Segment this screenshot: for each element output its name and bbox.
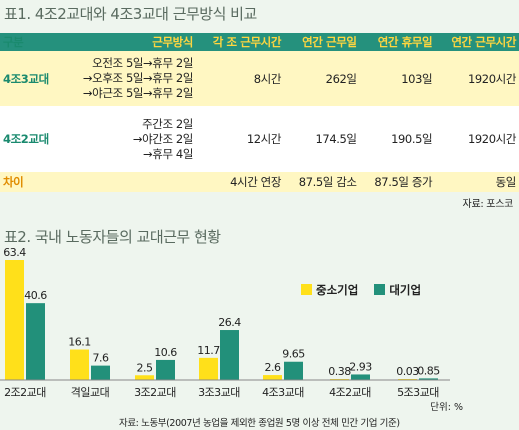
legend-item-large: 대기업 xyxy=(374,283,421,297)
row-method: 주간조 2일 →야간조 2일 →휴무 4일 xyxy=(58,106,196,172)
category-label: 4조3교대 xyxy=(262,386,304,399)
row-off-days: 103일 xyxy=(401,71,433,86)
data-label: 11.7 xyxy=(197,344,220,357)
data-label: 0.38 xyxy=(328,365,351,378)
header-annual-hours: 연간 근무시간 xyxy=(451,35,516,49)
bar-sme xyxy=(199,357,218,380)
row-off-days: 87.5일 증가 xyxy=(374,175,433,189)
bar-sme xyxy=(70,349,89,380)
data-label: 2.6 xyxy=(265,361,281,374)
row-hours: 12시간 xyxy=(246,132,282,146)
table-row: 4조2교대 주간조 2일 →야간조 2일 →휴무 4일 12시간 174.5일 … xyxy=(0,106,519,172)
data-label: 10.6 xyxy=(154,346,177,359)
header-category: 구분 xyxy=(3,35,24,49)
method-line: →야간조 2일 xyxy=(132,131,194,146)
bar-large xyxy=(351,374,370,380)
data-label: 9.65 xyxy=(282,348,305,361)
data-label: 63.4 xyxy=(3,246,26,259)
category-label: 3조3교대 xyxy=(198,386,240,399)
data-label: 2.93 xyxy=(349,360,372,373)
table-header-row: 구분 근무방식 각 조 근무시간 연간 근무일 연간 휴무일 연간 근무시간 xyxy=(0,33,519,51)
data-label: 0.85 xyxy=(417,364,440,377)
method-line: 오전조 5일→휴무 2일 xyxy=(92,56,193,70)
table1-source: 자료: 포스코 xyxy=(462,199,514,210)
category-label: 5조3교대 xyxy=(397,386,439,399)
row-annual-hours: 1920시간 xyxy=(467,71,516,86)
row-hours: 4시간 연장 xyxy=(230,175,282,189)
chart-title: 표2. 국내 노동자들의 교대근무 현황 xyxy=(4,228,221,246)
bar-large xyxy=(220,330,239,380)
method-line: →휴무 4일 xyxy=(143,146,193,161)
row-work-days: 262일 xyxy=(325,71,357,86)
header-off-days: 연간 휴무일 xyxy=(377,35,433,49)
bar-sme xyxy=(263,375,282,380)
data-label: 26.4 xyxy=(218,316,241,329)
row-off-days: 190.5일 xyxy=(391,132,433,146)
legend: 중소기업 대기업 xyxy=(301,282,433,298)
unit-label: 단위: % xyxy=(430,402,463,413)
comparison-table: 구분 근무방식 각 조 근무시간 연간 근무일 연간 휴무일 연간 근무시간 4… xyxy=(0,33,519,192)
header-work-days: 연간 근무일 xyxy=(302,35,357,49)
row-annual-hours: 동일 xyxy=(495,175,517,189)
legend-item-sme: 중소기업 xyxy=(301,283,358,297)
table1-title: 표1. 4조2교대와 4조3교대 근무방식 비교 xyxy=(4,5,257,23)
row-work-days: 87.5일 감소 xyxy=(298,175,357,189)
bar-large xyxy=(91,365,110,380)
row-hours: 8시간 xyxy=(253,71,282,86)
category-label: 격일교대 xyxy=(71,385,109,399)
category-label: 4조2교대 xyxy=(329,386,371,399)
data-label: 40.6 xyxy=(24,289,47,302)
bar-large xyxy=(419,378,438,380)
data-label: 0.03 xyxy=(396,365,419,378)
row-method: 오전조 5일→휴무 2일 →오후조 5일→휴무 2일 →야근조 5일→휴무 2일 xyxy=(58,51,196,106)
category-label: 2조2교대 xyxy=(4,386,46,399)
data-label: 7.6 xyxy=(93,352,109,365)
legend-swatch-large xyxy=(374,284,386,295)
data-label: 16.1 xyxy=(68,336,91,349)
bar-sme xyxy=(5,260,24,380)
row-label: 4조3교대 xyxy=(3,71,49,86)
data-label: 2.5 xyxy=(137,361,153,374)
table-row: 4조3교대 오전조 5일→휴무 2일 →오후조 5일→휴무 2일 →야근조 5일… xyxy=(0,51,519,106)
chart-source: 자료: 노동부(2007년 농업을 제외한 종업원 5명 이상 전체 민간 기업… xyxy=(119,418,400,429)
row-work-days: 174.5일 xyxy=(315,132,358,146)
category-label: 3조2교대 xyxy=(134,386,176,399)
header-method: 근무방식 xyxy=(152,35,193,49)
method-line: →오후조 5일→휴무 2일 xyxy=(82,71,193,85)
legend-swatch-sme xyxy=(301,284,312,295)
method-line: 주간조 2일 xyxy=(142,116,193,131)
row-label: 차이 xyxy=(3,175,24,189)
legend-label-sme: 중소기업 xyxy=(316,283,359,297)
method-line: →야근조 5일→휴무 2일 xyxy=(82,86,193,100)
row-label: 4조2교대 xyxy=(3,132,49,146)
bar-sme xyxy=(135,375,154,380)
bar-large xyxy=(26,303,45,380)
bar-large xyxy=(156,359,175,380)
bar-large xyxy=(284,361,303,380)
row-annual-hours: 1920시간 xyxy=(467,132,516,146)
table-row: 차이 4시간 연장 87.5일 감소 87.5일 증가 동일 xyxy=(0,172,519,192)
legend-label-large: 대기업 xyxy=(389,283,422,297)
header-hours: 각 조 근무시간 xyxy=(212,35,282,49)
